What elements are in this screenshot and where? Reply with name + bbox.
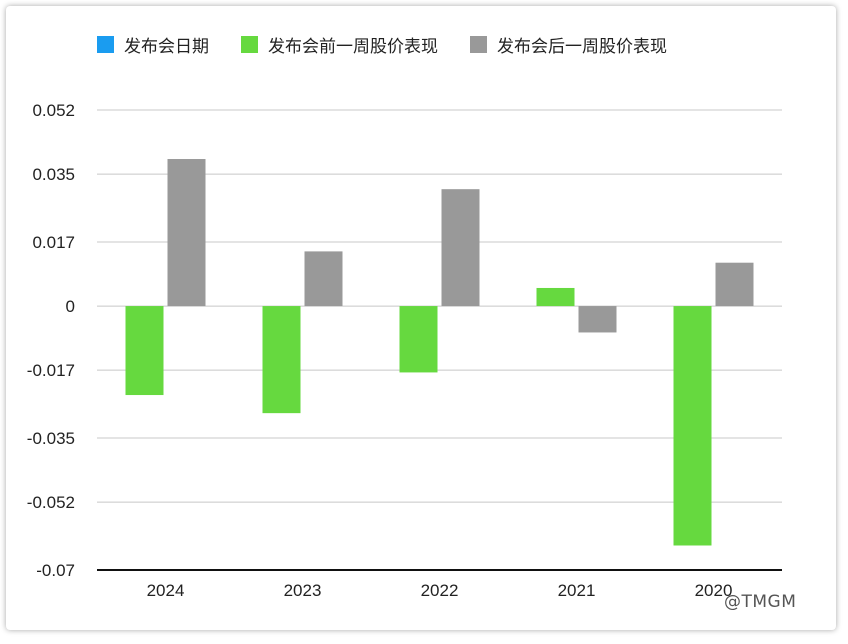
x-tick-label: 2023 <box>284 581 322 600</box>
watermark: @TMGM <box>724 592 797 612</box>
legend-swatch-week-after <box>470 35 487 53</box>
bar-week-before <box>125 306 164 396</box>
y-tick-label: 0.017 <box>32 233 75 252</box>
bar-week-after <box>304 251 343 307</box>
bar-week-after <box>441 189 480 307</box>
bar-week-before <box>536 287 575 307</box>
bar-week-after <box>715 262 754 307</box>
y-tick-label: -0.07 <box>36 561 75 580</box>
y-tick-label: -0.017 <box>27 361 75 380</box>
chart-legend: 发布会日期 发布会前一周股价表现 发布会后一周股价表现 <box>97 32 667 57</box>
legend-label-week-after: 发布会后一周股价表现 <box>497 36 667 57</box>
y-tick-label: 0.035 <box>32 165 75 184</box>
legend-item-week-before: 发布会前一周股价表现 <box>241 32 438 57</box>
x-tick-label: 2022 <box>421 581 459 600</box>
legend-swatch-week-before <box>241 35 258 53</box>
legend-item-release-date: 发布会日期 <box>97 32 209 57</box>
legend-label-release-date: 发布会日期 <box>124 36 209 57</box>
bar-week-before <box>673 306 712 546</box>
x-tick-label: 2021 <box>558 581 596 600</box>
y-tick-label: 0.052 <box>32 101 75 120</box>
legend-label-week-before: 发布会前一周股价表现 <box>268 36 438 57</box>
y-tick-label: -0.035 <box>27 429 75 448</box>
legend-swatch-release-date <box>97 35 114 53</box>
bar-week-before <box>262 306 301 414</box>
x-tick-label: 2024 <box>147 581 185 600</box>
y-tick-label: 0 <box>66 297 75 316</box>
bar-week-after <box>578 306 617 333</box>
legend-item-week-after: 发布会后一周股价表现 <box>470 32 667 57</box>
y-tick-label: -0.052 <box>27 493 75 512</box>
bar-week-before <box>399 306 438 373</box>
x-tick-label: 2020 <box>695 581 733 600</box>
bar-week-after <box>167 159 206 307</box>
